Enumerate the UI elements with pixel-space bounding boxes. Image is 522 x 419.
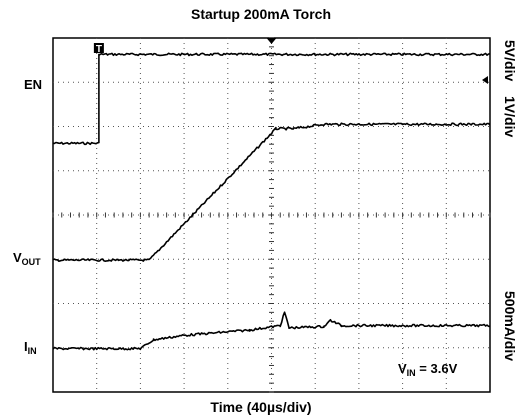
trigger-position-arrow bbox=[266, 38, 277, 44]
trigger-marker: T bbox=[96, 44, 102, 55]
scale-vout: 1V/div bbox=[502, 96, 518, 138]
trace-vout bbox=[52, 122, 491, 262]
scale-iin: 500mA/div bbox=[502, 291, 518, 362]
iin-label: IIN bbox=[24, 339, 37, 356]
scale-en: 5V/div bbox=[502, 40, 518, 82]
en-label: EN bbox=[24, 77, 43, 92]
trigger-marker-box bbox=[93, 43, 104, 53]
markers: T bbox=[93, 38, 488, 85]
trace-iin bbox=[52, 311, 490, 351]
x-axis-label: Time (40µs/div) bbox=[210, 399, 312, 415]
grid bbox=[52, 37, 491, 393]
chart-title: Startup 200mA Torch bbox=[190, 6, 332, 22]
traces bbox=[52, 52, 491, 351]
trace-en bbox=[52, 52, 491, 146]
trigger-level-arrow bbox=[482, 76, 488, 85]
vout-label: VOUT bbox=[13, 250, 41, 267]
vin-annotation: VIN = 3.6V bbox=[398, 361, 458, 378]
